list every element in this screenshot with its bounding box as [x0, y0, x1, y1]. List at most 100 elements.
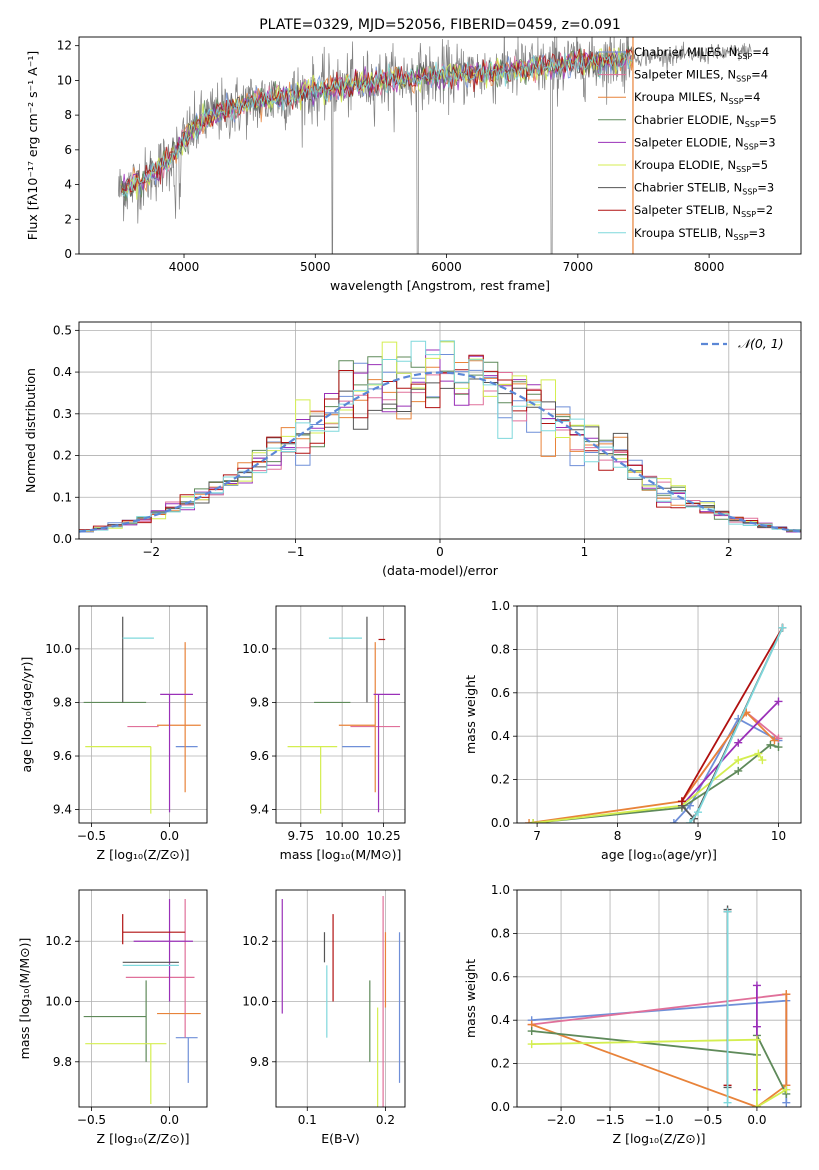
legend-entry: Kroupa ELODIE, NSSP=5 — [634, 158, 768, 174]
y-tick-label: 9.6 — [250, 749, 269, 763]
y-axis-label: Normed distribution — [23, 368, 38, 493]
x-tick-label: 7 — [533, 829, 541, 843]
x-tick-label: 9 — [694, 829, 702, 843]
y-tick-label: 0 — [64, 247, 72, 261]
x-tick-label: −1 — [287, 545, 305, 559]
panel-age_vs_Z: −0.5 0.0 9.4 9.6 9.8 10.0 Z [log₁₀(Z/Z⊙)] age [… — [19, 605, 208, 862]
legend-subscript: SSP — [729, 97, 744, 106]
x-axis-label: wavelength [Angstrom, rest frame] — [330, 278, 550, 293]
series-marker-kroupa_elodie — [529, 819, 538, 823]
series-marker-kroupa_miles — [525, 819, 534, 823]
x-tick-label: −0.5 — [77, 1113, 106, 1127]
legend-entry: Salpeter MILES, NSSP=4 — [634, 68, 768, 84]
y-tick-label: 8 — [64, 108, 72, 122]
axes-frame — [78, 321, 802, 540]
x-axis-label: Z [log₁₀(Z/Z⊙)] — [97, 847, 190, 862]
x-tick-label: 7000 — [563, 260, 594, 274]
series-line-kroupa_elodie — [531, 1038, 787, 1107]
series-marker-kroupa_elodie — [758, 756, 767, 765]
y-tick-label: 0.3 — [53, 407, 72, 421]
series-marker-kroupa_stelib — [723, 1098, 732, 1107]
series-marker-salpeter_miles — [774, 734, 783, 743]
series-marker-kroupa_stelib — [723, 907, 732, 916]
x-tick-label: 9.75 — [287, 829, 314, 843]
series-marker-chabrier_elodie — [766, 740, 775, 749]
x-tick-label: 4000 — [169, 260, 200, 274]
series-marker-kroupa_miles — [770, 736, 779, 745]
plot-area — [83, 899, 201, 1104]
x-axis-label: age [log₁₀(age/yr)] — [601, 847, 717, 862]
x-tick-label: 5000 — [300, 260, 331, 274]
legend-text: Chabrier MILES, N — [634, 45, 737, 59]
chart-title: PLATE=0329, MJD=52056, FIBERID=0459, z=0… — [259, 17, 621, 33]
axes-frame — [78, 889, 208, 1108]
legend-text: Kroupa STELIB, N — [634, 226, 734, 240]
y-tick-label: 9.8 — [250, 695, 269, 709]
model-line-chabrier_stelib — [120, 45, 634, 198]
legend-subscript: SSP — [744, 142, 759, 151]
y-tick-label: 1.0 — [491, 883, 510, 897]
series-line-salpeter_stelib — [681, 627, 784, 802]
y-tick-label: 0.4 — [491, 1013, 510, 1027]
y-tick-label: 2 — [64, 212, 72, 226]
y-tick-label: 0.8 — [491, 926, 510, 940]
legend-tail: =3 — [749, 226, 766, 240]
y-axis-label: mass weight — [463, 959, 478, 1038]
series-marker-chabrier_miles — [669, 819, 678, 823]
plot-area — [287, 616, 401, 814]
x-tick-label: −2 — [142, 545, 160, 559]
x-tick-label: −1.5 — [595, 1113, 624, 1127]
x-tick-label: −1.0 — [644, 1113, 673, 1127]
x-tick-label: −2.0 — [546, 1113, 575, 1127]
x-tick-label: 6000 — [431, 260, 462, 274]
legend-text: Salpeter MILES, N — [634, 68, 736, 82]
y-tick-label: 9.4 — [250, 803, 269, 817]
y-axis-label: mass [log₁₀(M/M⊙)] — [17, 938, 32, 1060]
x-tick-label: −0.5 — [77, 829, 106, 843]
series-marker-kroupa_elodie — [752, 1103, 761, 1107]
y-tick-label: 0.8 — [491, 642, 510, 656]
plot-area — [281, 896, 401, 1107]
legend-text: Kroupa ELODIE, N — [634, 158, 736, 172]
legend-entry: Kroupa STELIB, NSSP=3 — [634, 226, 765, 242]
model-line-kroupa_stelib — [120, 50, 634, 199]
y-tick-label: 9.4 — [53, 803, 72, 817]
y-tick-label: 0.4 — [491, 729, 510, 743]
y-tick-label: 10.0 — [45, 995, 72, 1009]
axes-frame — [516, 605, 802, 824]
y-tick-label: 1.0 — [491, 599, 510, 613]
y-tick-label: 0.4 — [53, 365, 72, 379]
axes-frame — [78, 605, 208, 824]
y-tick-label: 9.8 — [53, 1055, 72, 1069]
y-axis-label: age [log₁₀(age/yr)] — [19, 657, 34, 773]
y-axis-label: Flux [fλ10⁻¹⁷ erg cm⁻² s⁻¹ A⁻¹] — [25, 51, 40, 240]
plot-area — [79, 340, 801, 533]
series-marker-chabrier_miles — [782, 1098, 791, 1107]
x-tick-label: 0.1 — [298, 1113, 317, 1127]
x-tick-label: 0.0 — [160, 829, 179, 843]
series-marker-salpeter_elodie — [774, 697, 783, 706]
series-line-kroupa_miles — [531, 994, 788, 1107]
axes-frame — [78, 36, 802, 255]
y-tick-label: 10.0 — [45, 642, 72, 656]
legend-subscript: SSP — [737, 52, 752, 61]
x-tick-label: 2 — [725, 545, 733, 559]
series-marker-salpeter_elodie — [752, 1022, 761, 1031]
histogram-kroupa_stelib — [79, 340, 801, 531]
legend-entry: Salpeter ELODIE, NSSP=3 — [634, 135, 776, 151]
legend-entry: Kroupa MILES, NSSP=4 — [634, 90, 760, 106]
y-tick-label: 0.2 — [491, 1057, 510, 1071]
x-tick-label: 8000 — [694, 260, 725, 274]
x-tick-label: 10.25 — [366, 829, 400, 843]
x-tick-label: 8 — [614, 829, 622, 843]
series-marker-chabrier_elodie — [734, 766, 743, 775]
y-tick-label: 0.1 — [53, 490, 72, 504]
x-tick-label: 10 — [771, 829, 786, 843]
y-tick-label: 0.0 — [491, 816, 510, 830]
y-tick-label: 10 — [57, 73, 72, 87]
x-axis-label: Z [log₁₀(Z/Z⊙)] — [97, 1131, 190, 1146]
legend-subscript: SSP — [734, 233, 749, 242]
series-marker-kroupa_elodie — [782, 1085, 791, 1094]
series-marker-kroupa_elodie — [734, 756, 743, 765]
